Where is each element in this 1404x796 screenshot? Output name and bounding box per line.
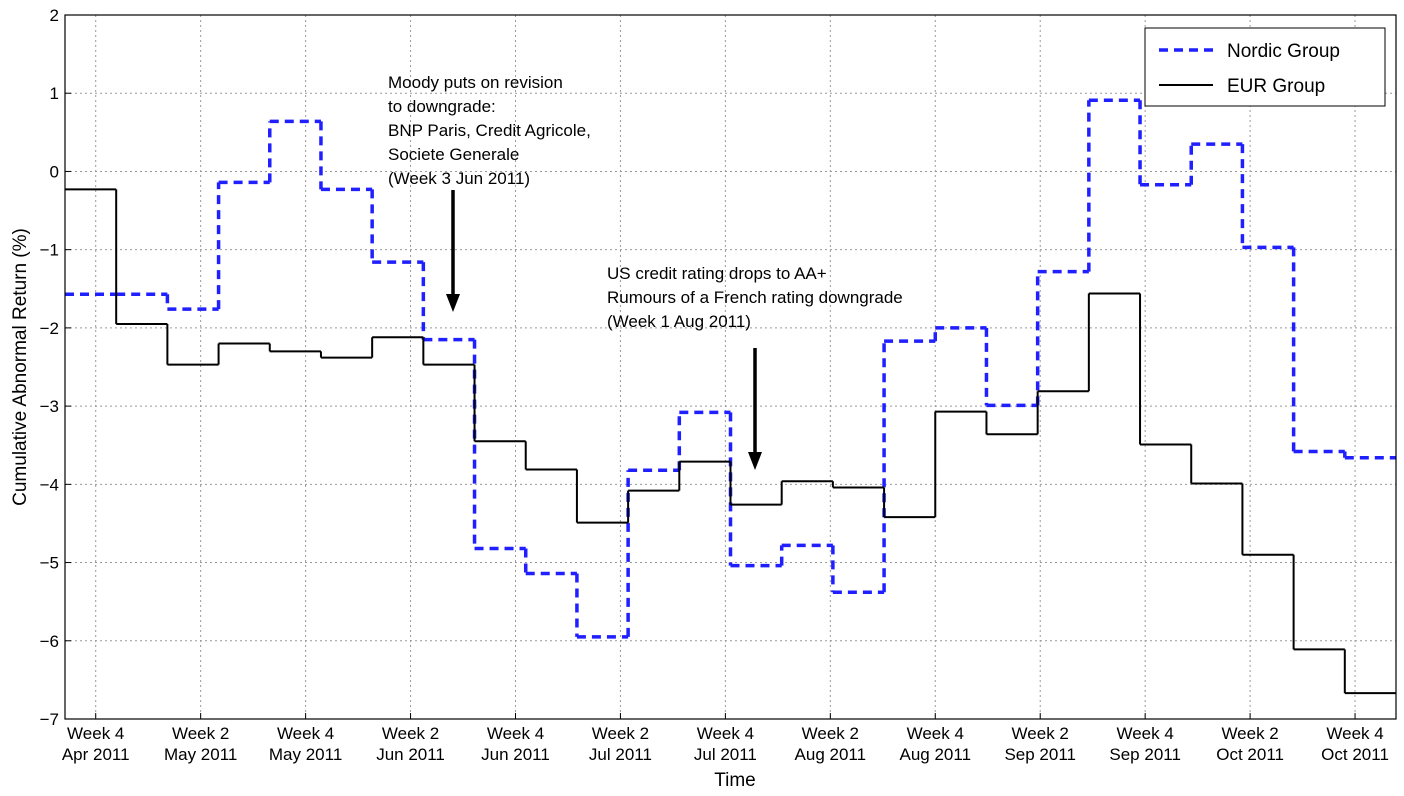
annotation-text: BNP Paris, Credit Agricole, xyxy=(388,121,591,140)
x-tick-label: Oct 2011 xyxy=(1321,745,1389,764)
annotation-text: US credit rating drops to AA+ xyxy=(607,264,827,283)
arrow-head xyxy=(748,452,762,470)
y-tick-label: 0 xyxy=(50,162,59,181)
x-tick-label: Aug 2011 xyxy=(795,745,867,764)
annotation-text: to downgrade: xyxy=(388,97,496,116)
y-tick-label: −6 xyxy=(40,632,59,651)
y-tick-label: 1 xyxy=(50,84,59,103)
annotation-text: Moody puts on revision xyxy=(388,73,563,92)
x-tick-label: Apr 2011 xyxy=(62,745,130,764)
x-tick-label: Jun 2011 xyxy=(481,745,550,764)
x-tick-label: Week 2 xyxy=(802,724,859,743)
x-tick-label: May 2011 xyxy=(164,745,237,764)
annotation-text: (Week 1 Aug 2011) xyxy=(607,312,751,331)
y-tick-label: −5 xyxy=(40,554,59,573)
annotation-text: Societe Generale xyxy=(388,145,519,164)
x-tick-label: Week 4 xyxy=(1116,724,1173,743)
x-tick-label: Week 2 xyxy=(1221,724,1278,743)
y-tick-label: −4 xyxy=(40,475,59,494)
x-tick-label: Week 4 xyxy=(67,724,124,743)
x-tick-label: Jun 2011 xyxy=(376,745,445,764)
annotation-text: (Week 3 Jun 2011) xyxy=(388,169,530,188)
y-tick-label: −1 xyxy=(40,241,59,260)
legend-label: EUR Group xyxy=(1227,76,1325,97)
x-tick-label: Week 4 xyxy=(907,724,964,743)
y-tick-label: −3 xyxy=(40,397,59,416)
x-tick-label: Week 2 xyxy=(172,724,229,743)
x-tick-label: Week 4 xyxy=(1326,724,1383,743)
legend-box xyxy=(1144,27,1386,107)
y-axis-label: Cumulative Abnormal Return (%) xyxy=(10,228,31,506)
x-tick-label: Sep 2011 xyxy=(1109,745,1181,764)
annotation-text: Rumours of a French rating downgrade xyxy=(607,288,903,307)
x-tick-label: Jul 2011 xyxy=(694,745,757,764)
y-tick-label: −7 xyxy=(40,710,59,729)
legend-label: Nordic Group xyxy=(1227,41,1340,62)
x-axis-label: Time xyxy=(714,770,756,791)
x-tick-label: Sep 2011 xyxy=(1004,745,1076,764)
plot-frame xyxy=(64,14,1397,720)
y-tick-label: −2 xyxy=(40,319,59,338)
x-tick-label: Week 2 xyxy=(1012,724,1069,743)
x-tick-label: Oct 2011 xyxy=(1216,745,1284,764)
x-tick-label: May 2011 xyxy=(269,745,342,764)
x-tick-label: Aug 2011 xyxy=(900,745,972,764)
x-tick-label: Week 2 xyxy=(382,724,439,743)
x-tick-label: Week 4 xyxy=(277,724,334,743)
y-tick-label: 2 xyxy=(50,6,59,25)
x-tick-label: Week 4 xyxy=(697,724,754,743)
arrow-head xyxy=(446,294,460,312)
x-tick-label: Week 2 xyxy=(592,724,649,743)
x-tick-label: Week 4 xyxy=(487,724,544,743)
x-tick-label: Jul 2011 xyxy=(589,745,652,764)
